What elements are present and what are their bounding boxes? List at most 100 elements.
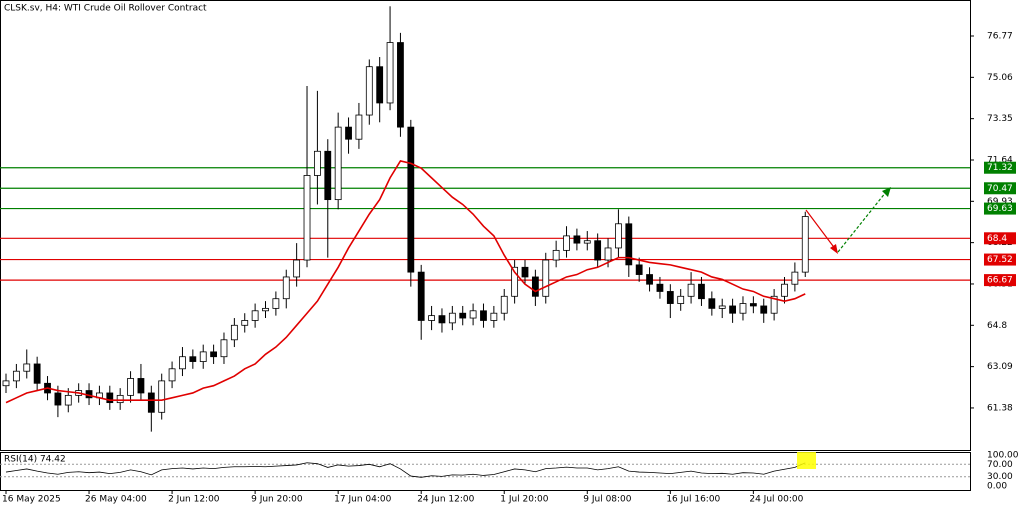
candle-body xyxy=(313,150,321,176)
candle-body xyxy=(469,310,477,319)
candle-body xyxy=(64,394,72,406)
candle-body xyxy=(199,351,207,362)
candle-body xyxy=(480,310,487,321)
candle-body xyxy=(33,363,41,384)
candle-body xyxy=(718,305,726,309)
candle-body xyxy=(106,392,114,404)
candle-body xyxy=(54,392,62,406)
candle-body xyxy=(563,235,570,251)
candle-body xyxy=(511,266,519,297)
candle-body xyxy=(781,283,788,297)
candle-body xyxy=(220,339,228,358)
arrow-head xyxy=(830,244,838,254)
candle-body xyxy=(262,307,269,312)
candle-body xyxy=(604,247,612,261)
candle-body xyxy=(251,310,259,321)
candle-body xyxy=(355,114,363,140)
candle-body xyxy=(708,298,716,309)
level-label: 68.4 xyxy=(987,234,1007,244)
level-tag xyxy=(984,253,1016,266)
candle-body xyxy=(179,356,186,370)
candle-body xyxy=(324,150,332,201)
rsi-label: RSI(14) 74.42 xyxy=(4,455,66,465)
rsi-highlight xyxy=(797,452,816,469)
candle-body xyxy=(210,351,218,358)
candle-body xyxy=(158,380,166,413)
y-tick-label: 71.64 xyxy=(987,155,1013,165)
candle-body xyxy=(666,291,674,304)
candle-body xyxy=(770,295,778,314)
candle-body xyxy=(293,259,301,278)
candle-body xyxy=(521,266,529,278)
candle-body xyxy=(189,356,197,362)
x-tick-label: 9 Jul 08:00 xyxy=(583,495,632,505)
rsi-pane xyxy=(0,452,971,491)
candle-body xyxy=(552,249,560,261)
candle-body xyxy=(646,274,653,285)
arrow-down xyxy=(805,209,837,251)
arrow-head xyxy=(882,187,891,197)
candle-body xyxy=(282,276,290,300)
x-tick-label: 2 Jun 12:00 xyxy=(168,495,220,505)
candle-body xyxy=(168,368,176,382)
candle-body xyxy=(625,223,633,266)
candle-body xyxy=(303,175,311,261)
candle-body xyxy=(635,264,643,275)
y-tick-label: 69.93 xyxy=(987,197,1013,207)
candle-body xyxy=(407,126,415,273)
level-tag xyxy=(984,232,1016,245)
rsi-tick-label: 0.00 xyxy=(987,482,1007,492)
candle-body xyxy=(459,312,467,319)
candle-body xyxy=(376,66,384,104)
x-tick-label: 24 Jul 00:00 xyxy=(749,495,803,505)
candle-body xyxy=(345,126,352,140)
candle-body xyxy=(272,298,280,309)
candle-body xyxy=(137,378,145,394)
candle-body xyxy=(500,295,508,314)
candle-body xyxy=(365,66,373,116)
candle-body xyxy=(739,303,747,314)
candle-body xyxy=(127,378,134,396)
x-tick-label: 26 May 04:00 xyxy=(85,495,147,505)
y-tick-label: 75.06 xyxy=(987,73,1013,83)
candle-body xyxy=(573,235,581,244)
candle-body xyxy=(801,216,809,273)
rsi-tick-label: 70.00 xyxy=(987,460,1013,470)
y-tick-label: 63.09 xyxy=(987,362,1013,372)
candle-body xyxy=(12,370,20,382)
x-tick-label: 24 Jun 12:00 xyxy=(417,495,474,505)
candle-body xyxy=(230,324,238,341)
candle-body xyxy=(438,315,446,324)
y-tick-label: 76.77 xyxy=(987,32,1013,42)
candle-body xyxy=(417,271,425,321)
level-tag xyxy=(984,274,1016,287)
candle-body xyxy=(677,295,685,304)
candle-body xyxy=(729,305,736,314)
rsi-tick-label: 100.00 xyxy=(987,451,1019,461)
moving-average xyxy=(5,160,806,404)
candle-body xyxy=(116,394,124,404)
candle-body xyxy=(397,42,404,128)
candle-body xyxy=(656,283,664,292)
level-label: 70.47 xyxy=(987,184,1013,194)
level-tag xyxy=(984,182,1016,195)
x-tick-label: 1 Jul 20:00 xyxy=(500,495,549,505)
level-label: 69.63 xyxy=(987,204,1013,214)
candle-body xyxy=(615,223,622,249)
candle-body xyxy=(2,380,10,387)
chart-title: CLSK.sv, H4: WTI Crude Oil Rollover Cont… xyxy=(4,4,207,14)
y-tick-label: 61.38 xyxy=(987,403,1013,413)
arrow-up xyxy=(837,191,887,253)
main-pane xyxy=(0,0,971,451)
candle-body xyxy=(594,240,602,261)
candle-body xyxy=(23,363,31,372)
candle-body xyxy=(698,283,705,300)
x-tick-label: 9 Jun 20:00 xyxy=(251,495,303,505)
candle-body xyxy=(428,315,435,321)
level-label: 67.52 xyxy=(987,255,1013,265)
level-label: 71.32 xyxy=(987,163,1013,173)
candle-body xyxy=(448,312,456,324)
candle-body xyxy=(687,283,695,297)
x-tick-label: 17 Jun 04:00 xyxy=(334,495,391,505)
